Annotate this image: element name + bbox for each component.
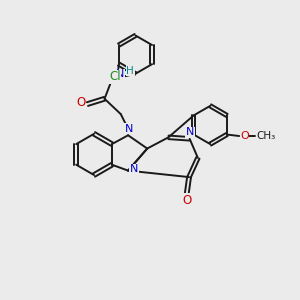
Text: N: N: [186, 127, 194, 137]
Text: CH₃: CH₃: [256, 131, 275, 141]
Text: O: O: [182, 194, 191, 207]
Text: H: H: [126, 66, 134, 76]
Text: N: N: [130, 164, 138, 174]
Text: O: O: [240, 131, 249, 141]
Text: N: N: [116, 69, 124, 79]
Text: O: O: [76, 96, 85, 109]
Text: N: N: [124, 124, 133, 134]
Text: Cl: Cl: [109, 70, 121, 83]
